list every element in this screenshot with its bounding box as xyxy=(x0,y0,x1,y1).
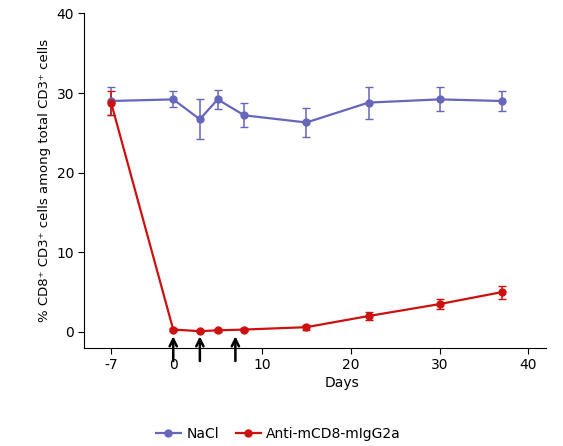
Y-axis label: % CD8⁺ CD3⁺ cells among total CD3⁺ cells: % CD8⁺ CD3⁺ cells among total CD3⁺ cells xyxy=(38,39,51,322)
Text: Days: Days xyxy=(324,376,359,390)
Legend: NaCl, Anti-mCD8-mIgG2a: NaCl, Anti-mCD8-mIgG2a xyxy=(156,427,401,441)
